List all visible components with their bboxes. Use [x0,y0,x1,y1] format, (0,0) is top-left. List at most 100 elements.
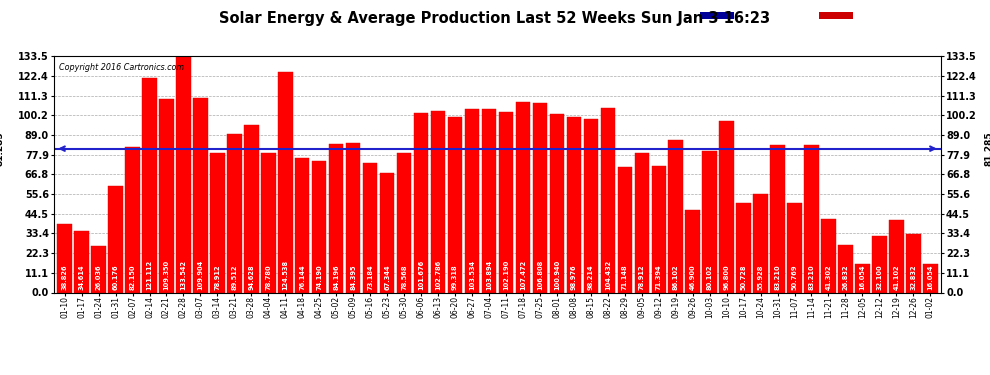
Text: 26.832: 26.832 [842,265,848,290]
Bar [855,264,869,292]
Bar [414,112,429,292]
Text: 16.054: 16.054 [928,265,934,290]
Bar [872,236,887,292]
Text: 32.100: 32.100 [876,265,882,290]
Text: 80.102: 80.102 [707,265,713,290]
Text: 133.542: 133.542 [180,260,186,290]
Bar [516,102,531,292]
Text: 121.112: 121.112 [147,260,152,290]
Text: 102.786: 102.786 [435,260,442,290]
Text: 16.054: 16.054 [859,265,865,290]
Text: 103.894: 103.894 [486,260,492,290]
Bar [210,153,225,292]
Bar [566,117,581,292]
Bar [804,145,819,292]
Text: 71.148: 71.148 [622,265,628,290]
Bar [143,78,156,292]
Text: 71.394: 71.394 [655,265,661,290]
Text: 78.912: 78.912 [215,265,221,290]
Text: 99.318: 99.318 [452,265,458,290]
Bar [363,163,377,292]
Bar [720,121,734,292]
Bar [601,108,615,292]
Bar [126,147,140,292]
Text: 81.285: 81.285 [0,131,4,166]
Bar [685,210,700,292]
Text: 83.210: 83.210 [774,265,780,290]
Bar [312,161,327,292]
Text: 78.912: 78.912 [639,265,644,290]
Bar [753,194,768,292]
Text: 50.769: 50.769 [792,265,798,290]
Bar [329,144,344,292]
Text: 109.904: 109.904 [197,260,203,290]
Bar [176,56,191,292]
Bar [346,143,360,292]
Text: 103.534: 103.534 [469,260,475,290]
Bar [193,98,208,292]
Bar [447,117,462,292]
Text: Solar Energy & Average Production Last 52 Weeks Sun Jan 3 16:23: Solar Energy & Average Production Last 5… [220,11,770,26]
Bar [380,173,394,292]
Text: 50.728: 50.728 [741,265,746,290]
Text: 81.285: 81.285 [985,131,990,166]
Text: 102.190: 102.190 [503,260,509,290]
Bar [295,158,310,292]
Text: 107.472: 107.472 [520,260,526,290]
Bar [822,219,836,292]
Bar [261,153,275,292]
Text: 74.190: 74.190 [316,265,323,290]
Text: 86.102: 86.102 [672,265,679,290]
Bar [91,246,106,292]
Text: 104.432: 104.432 [605,260,611,290]
Text: 78.780: 78.780 [265,265,271,290]
Text: 46.900: 46.900 [690,265,696,290]
Text: 73.184: 73.184 [367,265,373,290]
Text: Copyright 2016 Cartronics.com: Copyright 2016 Cartronics.com [58,63,184,72]
Text: 124.538: 124.538 [282,260,288,290]
Text: 76.144: 76.144 [299,265,305,290]
Text: 26.036: 26.036 [96,265,102,290]
Bar [787,202,802,292]
Bar [770,145,785,292]
Text: 109.350: 109.350 [163,260,169,290]
Bar [245,125,258,292]
Text: 84.395: 84.395 [350,265,356,290]
Text: 67.344: 67.344 [384,265,390,290]
Text: 78.568: 78.568 [401,265,407,290]
Bar [57,224,72,292]
Bar [397,153,411,292]
Bar [431,111,446,292]
Text: 106.808: 106.808 [537,260,543,290]
Text: 55.928: 55.928 [757,265,763,290]
Bar [668,140,683,292]
Bar [889,220,904,292]
Bar [108,186,123,292]
Bar [499,112,513,292]
Bar [482,109,496,292]
Bar [74,231,89,292]
Text: 82.150: 82.150 [130,265,136,290]
Text: 34.614: 34.614 [78,265,84,290]
Bar [635,153,649,292]
Legend: Average  (kWh), Weekly  (kWh): Average (kWh), Weekly (kWh) [698,9,936,23]
Bar [737,203,750,292]
Bar [651,166,666,292]
Text: 84.196: 84.196 [334,265,340,290]
Bar [533,104,547,292]
Bar [227,134,242,292]
Bar [549,114,564,292]
Bar [159,99,173,292]
Text: 101.676: 101.676 [418,260,424,290]
Text: 89.512: 89.512 [232,265,238,290]
Bar [703,151,717,292]
Bar [906,234,921,292]
Text: 60.176: 60.176 [113,265,119,290]
Text: 41.302: 41.302 [826,265,832,290]
Bar [584,119,598,292]
Text: 98.214: 98.214 [588,265,594,290]
Text: 38.826: 38.826 [61,265,67,290]
Bar [839,245,852,292]
Text: 94.628: 94.628 [248,265,254,290]
Bar [464,109,479,292]
